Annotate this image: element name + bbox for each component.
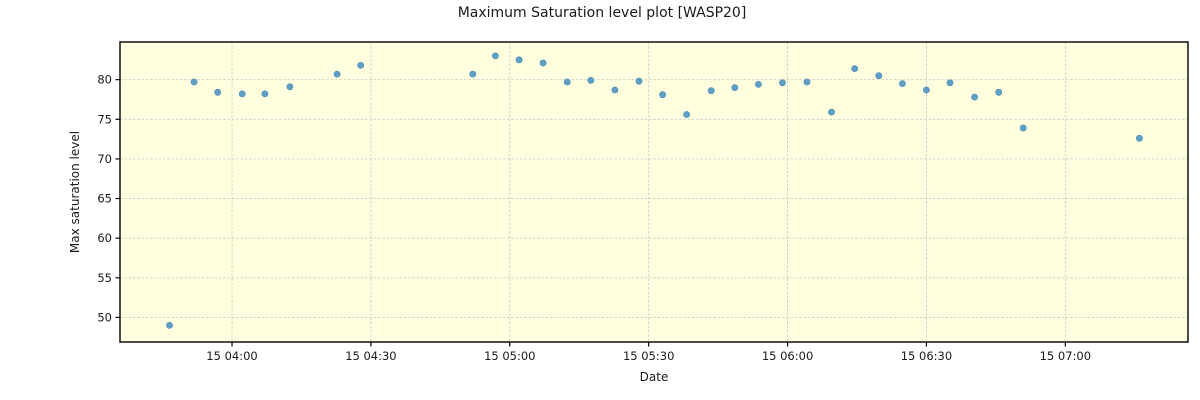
data-point [515, 56, 523, 64]
data-point [731, 84, 739, 91]
y-tick-label: 80 [97, 73, 112, 87]
data-point [539, 59, 547, 67]
data-point [238, 90, 246, 98]
data-point [469, 70, 477, 78]
x-tick-label: 15 07:00 [1040, 349, 1091, 363]
plot-border [119, 41, 1189, 343]
data-point [1019, 124, 1027, 132]
x-tick-label: 15 05:30 [623, 349, 674, 363]
data-point [779, 79, 786, 87]
y-tick-label: 50 [97, 310, 112, 324]
x-axis-label: Date [639, 370, 669, 384]
data-point [611, 86, 619, 94]
data-point [357, 62, 365, 69]
data-point [755, 81, 762, 88]
x-tick-label: 15 06:30 [901, 349, 952, 363]
data-point [971, 93, 978, 101]
data-point [851, 65, 859, 72]
data-point [659, 91, 666, 99]
data-point [635, 77, 643, 85]
data-point [946, 79, 954, 87]
data-point [899, 80, 906, 87]
y-tick-label: 70 [97, 152, 112, 166]
y-tick-label: 75 [97, 112, 112, 126]
x-tick-label: 15 04:30 [345, 349, 396, 363]
x-tick-label: 15 06:00 [762, 349, 813, 363]
data-point [214, 88, 222, 96]
chart-title: Maximum Saturation level plot [WASP20] [457, 5, 747, 21]
data-point [875, 72, 883, 80]
y-axis-label: Max saturation level [68, 130, 82, 254]
data-point [333, 70, 341, 78]
y-tick-label: 60 [97, 231, 112, 245]
y-tick-label: 55 [97, 271, 112, 285]
data-point [286, 83, 294, 91]
x-tick-label: 15 04:00 [206, 349, 257, 363]
data-point [707, 87, 715, 95]
data-point [261, 90, 269, 98]
data-point [587, 77, 595, 84]
data-point [563, 78, 571, 86]
x-tick-label: 15 05:00 [484, 349, 535, 363]
data-point [923, 86, 930, 94]
data-point [1136, 134, 1143, 142]
y-tick-label: 65 [97, 192, 112, 206]
data-point [166, 321, 173, 329]
plot-background [120, 42, 1188, 342]
data-point [683, 111, 690, 118]
data-point [828, 108, 835, 116]
data-point [491, 52, 499, 60]
data-point [803, 78, 811, 86]
data-point [190, 78, 198, 86]
data-point [995, 88, 1003, 96]
